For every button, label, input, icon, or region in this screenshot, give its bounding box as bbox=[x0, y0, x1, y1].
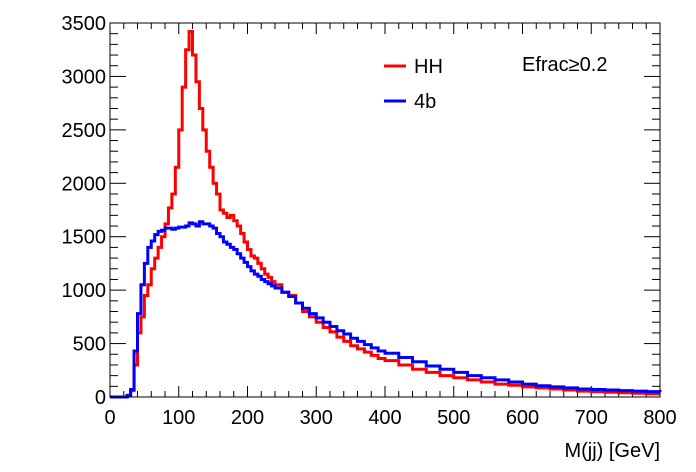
series-hh-line bbox=[110, 30, 660, 399]
series-layer bbox=[110, 30, 662, 399]
plot-frame bbox=[109, 22, 661, 398]
legend: HH 4b bbox=[384, 56, 443, 113]
x-tick-label: 800 bbox=[643, 407, 676, 429]
y-tick-label: 500 bbox=[73, 334, 106, 356]
x-tick-label: 700 bbox=[575, 407, 608, 429]
x-tick-label: 500 bbox=[437, 407, 470, 429]
x-tick-label: 100 bbox=[162, 407, 195, 429]
y-tick-label: 3500 bbox=[62, 13, 107, 35]
x-axis-title: M(jj) [GeV] bbox=[564, 440, 660, 462]
legend-label-hh: HH bbox=[414, 56, 443, 78]
x-tick-label: 300 bbox=[300, 407, 333, 429]
series-4b-line bbox=[110, 220, 662, 399]
y-tick-labels: 0 500 1000 1500 2000 2500 3000 3500 bbox=[62, 13, 107, 409]
efrac-annotation: Efrac≥0.2 bbox=[522, 54, 607, 76]
axis-ticks bbox=[109, 22, 661, 398]
y-tick-label: 2500 bbox=[62, 120, 107, 142]
x-tick-label: 200 bbox=[231, 407, 264, 429]
y-tick-label: 1000 bbox=[62, 280, 107, 302]
x-tick-label: 0 bbox=[104, 407, 115, 429]
x-tick-labels: 0 100 200 300 400 500 600 700 800 bbox=[104, 407, 676, 429]
y-tick-label: 3000 bbox=[62, 66, 107, 88]
x-tick-label: 400 bbox=[368, 407, 401, 429]
x-tick-label: 600 bbox=[506, 407, 539, 429]
legend-label-4b: 4b bbox=[414, 91, 436, 113]
y-tick-label: 0 bbox=[95, 387, 106, 409]
y-tick-label: 1500 bbox=[62, 227, 107, 249]
y-tick-label: 2000 bbox=[62, 173, 107, 195]
